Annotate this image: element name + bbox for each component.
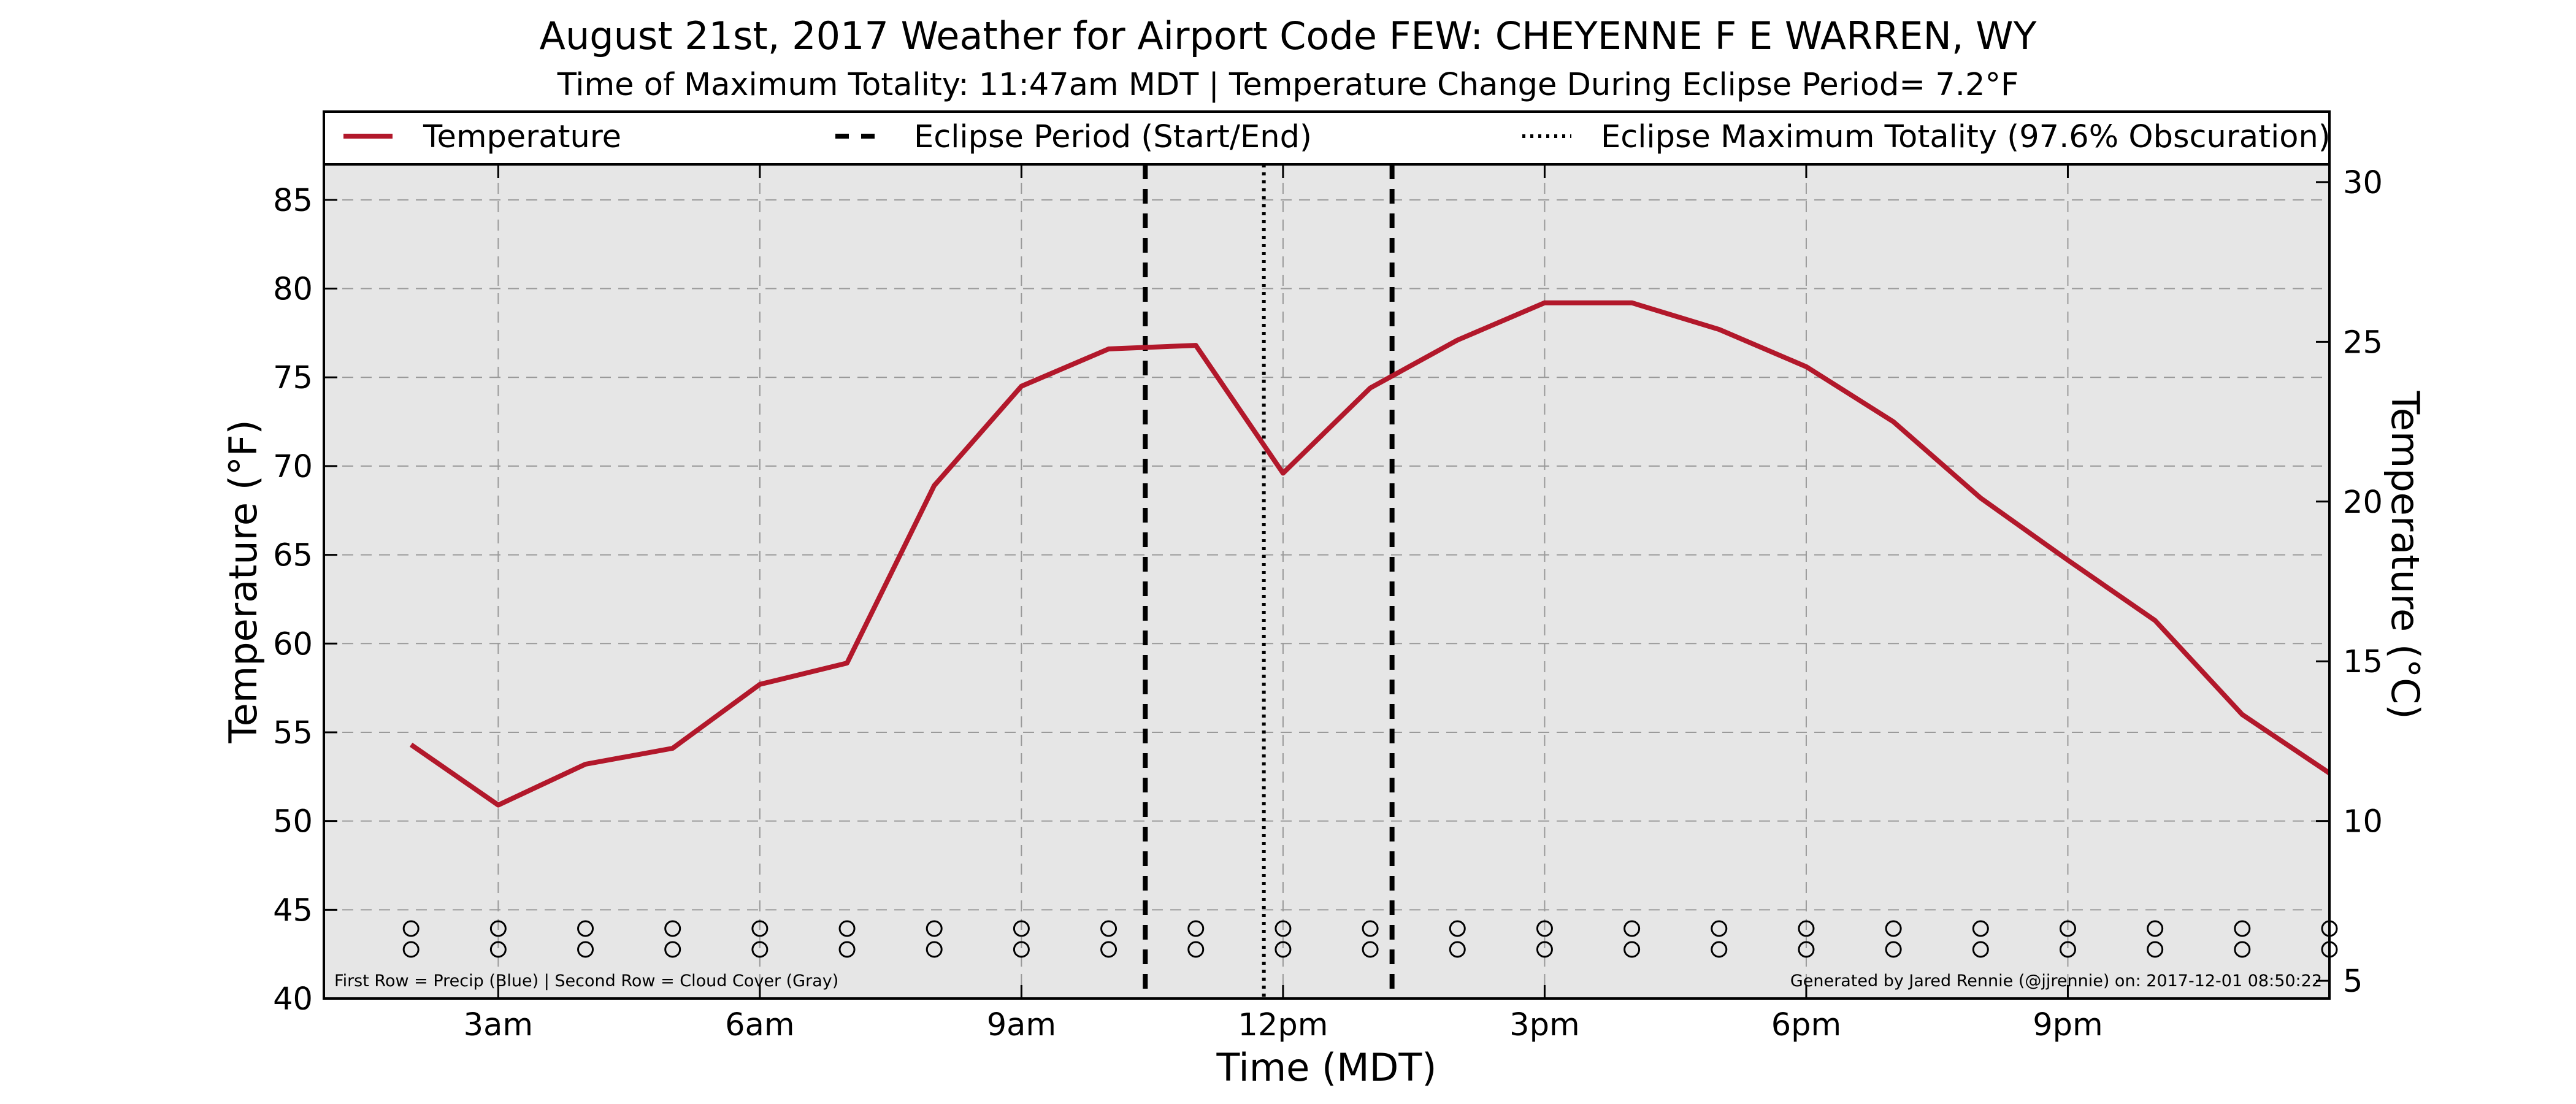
y-tick-label: 80 bbox=[273, 272, 313, 308]
cloud-cover-marker bbox=[1013, 941, 1030, 958]
x-tick-label: 3am bbox=[464, 1007, 533, 1043]
cloud-cover-marker bbox=[2059, 941, 2076, 958]
y-tick-label: 50 bbox=[273, 804, 313, 840]
legend-temperature-label: Temperature bbox=[423, 119, 621, 155]
precip-marker bbox=[1449, 920, 1466, 937]
y-axis-ticks-left: 40 45 50 55 60 65 70 75 80 85 bbox=[273, 183, 337, 1018]
y-right-tick-label: 25 bbox=[2343, 324, 2383, 361]
cloud-cover-marker bbox=[577, 941, 594, 958]
y-right-tick-label: 10 bbox=[2343, 804, 2383, 840]
y-tick-label: 75 bbox=[273, 360, 313, 396]
cloud-cover-marker bbox=[1798, 941, 1815, 958]
precip-marker bbox=[1885, 920, 1902, 937]
y-tick-label: 70 bbox=[273, 449, 313, 485]
x-tick-label: 6pm bbox=[1771, 1007, 1842, 1043]
annotation-left: First Row = Precip (Blue) | Second Row =… bbox=[334, 972, 838, 991]
cloud-cover-marker bbox=[838, 941, 856, 958]
plot-background bbox=[324, 164, 2329, 999]
y-right-tick-label: 30 bbox=[2343, 165, 2383, 201]
x-tick-label: 6am bbox=[725, 1007, 794, 1043]
y-axis-label-left: Temperature (°F) bbox=[221, 420, 266, 743]
grid-lines bbox=[324, 164, 2329, 999]
precip-marker bbox=[1711, 920, 1728, 937]
precip-marker bbox=[1187, 920, 1205, 937]
y-axis-label-right: Temperature (°C) bbox=[2383, 390, 2428, 719]
precip-marker bbox=[489, 920, 507, 937]
y-right-tick-label: 5 bbox=[2343, 964, 2363, 1000]
cloud-cover-marker bbox=[664, 941, 681, 958]
precip-marker bbox=[838, 920, 856, 937]
precip-marker bbox=[2059, 920, 2076, 937]
cloud-cover-marker bbox=[402, 941, 420, 958]
y-tick-label: 55 bbox=[273, 715, 313, 751]
temperature-series-line bbox=[409, 300, 2331, 808]
x-tick-label: 9am bbox=[987, 1007, 1056, 1043]
x-axis-ticks: 3am 6am 9am 12pm 3pm 6pm 9pm bbox=[464, 164, 2103, 1043]
y-axis-ticks-right: 5 10 15 20 25 30 bbox=[2316, 165, 2383, 1000]
x-tick-label: 9pm bbox=[2033, 1007, 2103, 1043]
y-tick-label: 60 bbox=[273, 626, 313, 662]
precip-marker bbox=[402, 920, 420, 937]
legend-eclipse-period-label: Eclipse Period (Start/End) bbox=[914, 119, 1312, 155]
cloud-cover-marker bbox=[1885, 941, 1902, 958]
x-tick-label: 3pm bbox=[1509, 1007, 1580, 1043]
cloud-cover-marker bbox=[1711, 941, 1728, 958]
cloud-cover-marker bbox=[1187, 941, 1205, 958]
cloud-cover-marker bbox=[489, 941, 507, 958]
cloud-cover-marker bbox=[1972, 941, 1989, 958]
precip-marker bbox=[2234, 920, 2251, 937]
y-tick-label: 65 bbox=[273, 538, 313, 574]
cloud-cover-marker bbox=[1100, 941, 1117, 958]
y-right-tick-label: 15 bbox=[2343, 644, 2383, 680]
cloud-cover-marker bbox=[1623, 941, 1641, 958]
precip-marker bbox=[664, 920, 681, 937]
precip-marker bbox=[1536, 920, 1553, 937]
cloud-cover-marker bbox=[926, 941, 943, 958]
cloud-cover-marker bbox=[1449, 941, 1466, 958]
precip-marker bbox=[2147, 920, 2164, 937]
precip-marker bbox=[1275, 920, 1292, 937]
chart-title: August 21st, 2017 Weather for Airport Co… bbox=[540, 13, 2037, 58]
annotation-right: Generated by Jared Rennie (@jjrennie) on… bbox=[1790, 972, 2322, 991]
x-axis-label: Time (MDT) bbox=[1216, 1045, 1437, 1090]
cloud-cover-marker bbox=[2234, 941, 2251, 958]
cloud-cover-marker bbox=[1275, 941, 1292, 958]
precip-marker bbox=[1013, 920, 1030, 937]
y-tick-label: 85 bbox=[273, 183, 313, 219]
y-tick-label: 40 bbox=[273, 981, 313, 1018]
precip-marker bbox=[577, 920, 594, 937]
cloud-cover-marker bbox=[751, 941, 769, 958]
x-tick-label: 12pm bbox=[1238, 1007, 1328, 1043]
precip-marker bbox=[1623, 920, 1641, 937]
precip-marker bbox=[926, 920, 943, 937]
marker-rows bbox=[402, 920, 2338, 958]
chart-subtitle: Time of Maximum Totality: 11:47am MDT | … bbox=[557, 67, 2019, 103]
precip-marker bbox=[1972, 920, 1989, 937]
y-tick-label: 45 bbox=[273, 892, 313, 929]
eclipse-lines bbox=[1143, 164, 1395, 999]
legend-eclipse-max-label: Eclipse Maximum Totality (97.6% Obscurat… bbox=[1601, 119, 2331, 155]
cloud-cover-marker bbox=[1362, 941, 1379, 958]
cloud-cover-marker bbox=[1536, 941, 1553, 958]
precip-marker bbox=[751, 920, 769, 937]
y-right-tick-label: 20 bbox=[2343, 485, 2383, 521]
cloud-cover-marker bbox=[2147, 941, 2164, 958]
precip-marker bbox=[1362, 920, 1379, 937]
precip-marker bbox=[1100, 920, 1117, 937]
legend-box bbox=[323, 110, 2331, 166]
precip-marker bbox=[1798, 920, 1815, 937]
